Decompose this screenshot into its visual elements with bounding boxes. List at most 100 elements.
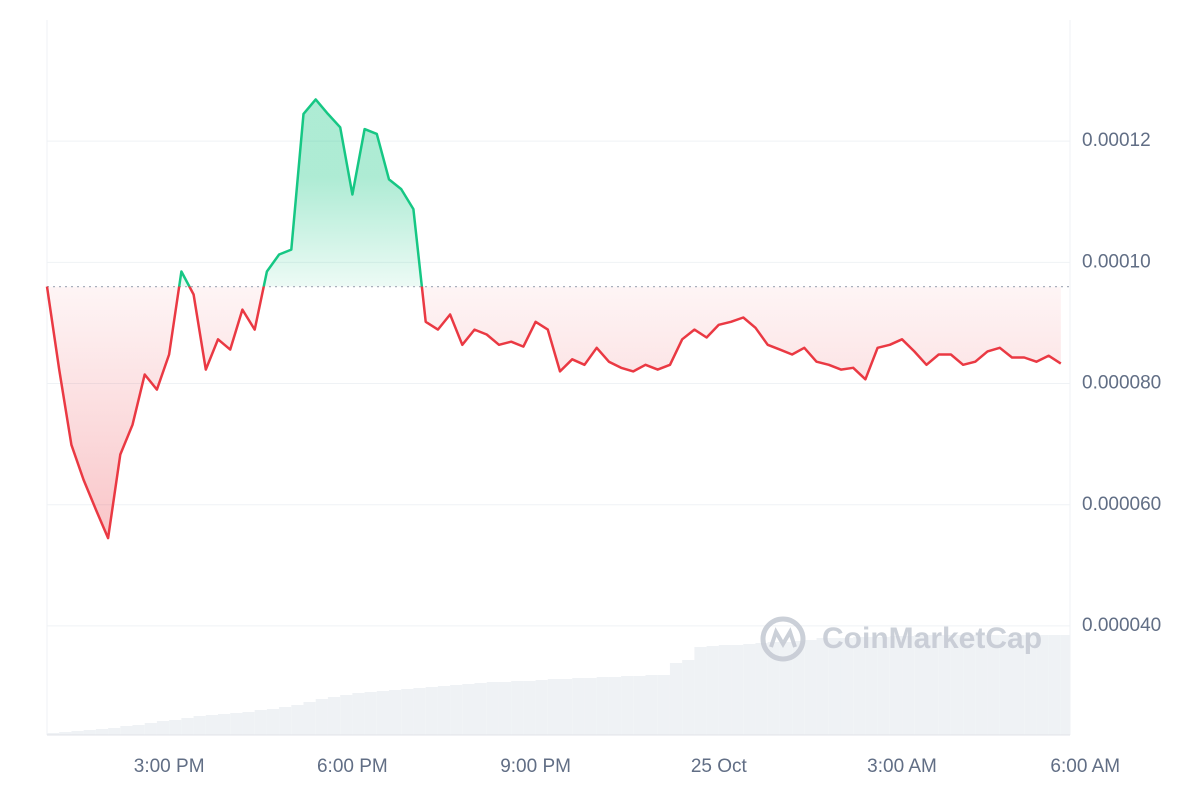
volume-bar <box>743 644 756 735</box>
volume-bar <box>779 642 793 735</box>
y-tick-label: 0.000060 <box>1082 494 1161 515</box>
volume-bar <box>511 681 524 735</box>
y-tick-label: 0.00012 <box>1082 130 1151 151</box>
volume-bar <box>279 707 292 735</box>
watermark-text: CoinMarketCap <box>822 622 1042 655</box>
volume-bar <box>303 702 316 735</box>
volume-bar <box>462 684 475 735</box>
volume-bar <box>132 725 145 735</box>
volume-bar <box>633 676 646 735</box>
x-tick-label: 3:00 AM <box>867 756 937 777</box>
volume-bar <box>902 636 915 735</box>
volume-bar <box>669 663 683 735</box>
y-tick-label: 0.000040 <box>1082 615 1161 636</box>
volume-bar <box>450 685 463 735</box>
volume-bar <box>437 686 451 735</box>
volume-bar <box>1048 635 1061 735</box>
volume-bar <box>205 715 219 735</box>
volume-bar <box>963 635 976 735</box>
volume-bar <box>853 637 866 735</box>
volume-bar <box>816 638 829 735</box>
volume-bar <box>413 688 426 735</box>
volume-bar <box>291 705 304 735</box>
volume-bar <box>266 709 280 735</box>
volume-bar <box>425 687 438 735</box>
x-tick-label: 6:00 AM <box>1050 756 1120 777</box>
volume-bar <box>95 729 109 735</box>
volume-bar <box>535 680 548 735</box>
volume-bar <box>987 635 1000 735</box>
volume-bar <box>59 732 72 735</box>
x-tick-label: 6:00 PM <box>317 756 388 777</box>
volume-bar <box>731 645 744 735</box>
volume-bar <box>938 635 951 735</box>
x-tick-label: 3:00 PM <box>134 756 205 777</box>
y-tick-label: 0.000080 <box>1082 373 1161 394</box>
volume-bar <box>767 642 780 735</box>
volume-bar <box>608 677 622 735</box>
volume-bar <box>498 682 512 735</box>
volume-bar <box>792 641 805 735</box>
volume-bar <box>657 675 670 735</box>
volume-bar <box>389 690 402 735</box>
price-line <box>45 98 1062 540</box>
volume-bar <box>804 640 817 735</box>
volume-bar <box>584 678 597 735</box>
volume-bar <box>1024 635 1037 735</box>
watermark: CoinMarketCap <box>760 616 1042 662</box>
volume-bar <box>889 636 903 735</box>
y-tick-label: 0.00010 <box>1082 251 1151 272</box>
volume-bar <box>364 692 377 735</box>
volume-bar <box>401 689 414 735</box>
volume-bar <box>877 637 890 735</box>
volume-bar <box>193 716 206 735</box>
volume-bar <box>315 699 328 735</box>
volume-bar <box>376 691 390 735</box>
volume-bar <box>169 720 182 735</box>
volume-bar <box>144 723 157 735</box>
volume-bar <box>596 677 609 735</box>
volume-bar <box>474 683 487 735</box>
volume-bar <box>621 676 634 735</box>
volume-bar <box>71 731 84 735</box>
volume-bar <box>340 695 353 735</box>
volume-bar <box>840 638 854 735</box>
volume-bar <box>156 721 170 735</box>
watermark-logo-mark <box>769 627 797 648</box>
volume-bar <box>230 713 243 735</box>
volume-bar <box>108 728 121 735</box>
volume-bar <box>828 638 841 735</box>
area <box>47 99 1061 539</box>
volume-bar <box>1036 635 1049 735</box>
volume-bar <box>950 635 964 735</box>
volume-bar <box>999 635 1012 735</box>
volume-bar <box>254 710 267 735</box>
volume-bar <box>572 678 585 735</box>
volume-bar <box>486 682 499 735</box>
volume-bar <box>1060 635 1070 735</box>
volume-bar <box>218 714 231 735</box>
volume-bar <box>914 635 927 735</box>
volume-bar <box>83 730 96 735</box>
volume-bar <box>523 681 536 735</box>
volume-bar <box>865 637 878 735</box>
volume-bar <box>755 643 768 735</box>
x-tick-label: 9:00 PM <box>500 756 571 777</box>
watermark-logo <box>760 616 806 662</box>
volume-bar <box>975 635 988 735</box>
volume-bar <box>926 635 939 735</box>
volume-bar <box>1011 635 1025 735</box>
volume-bar <box>718 645 732 735</box>
volume-bar <box>706 646 719 735</box>
volume-bar <box>181 718 194 735</box>
volume-bar <box>242 712 255 735</box>
x-tick-label: 25 Oct <box>691 756 748 777</box>
volume-bar <box>694 647 707 735</box>
volume-bar <box>560 679 573 735</box>
volume-bar <box>47 733 60 735</box>
volume-bar <box>120 726 133 735</box>
volume-bar <box>682 660 695 735</box>
volume-bar <box>645 675 658 735</box>
